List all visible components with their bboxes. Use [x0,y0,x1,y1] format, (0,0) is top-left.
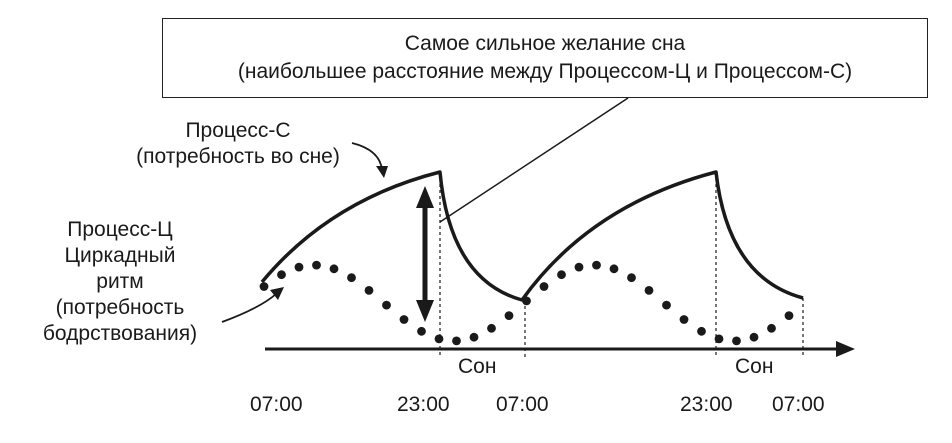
process-c-dot [329,264,339,274]
process-c-dot [609,264,619,274]
process-c-dot [784,311,794,320]
process-c-dot [697,326,706,336]
process-c-dot [662,300,671,310]
process-c-dot [417,326,426,336]
time-label: 23:00 [397,393,450,416]
time-label: 07:00 [250,393,303,416]
time-label: 23:00 [680,393,733,416]
process-c-line-5: бодрствования) [42,322,198,345]
sleep-label: Сон [458,355,497,378]
process-c-line-2: Циркадный [64,244,176,267]
process-c-dot [679,315,689,324]
process-c-dot [539,282,549,291]
process-c-dot [767,323,776,333]
process-c-dot [364,286,374,295]
process-c-dot [749,332,759,342]
process-c-dot [714,334,724,344]
process-s-title: Процесс-С [185,119,291,142]
process-c-dot [522,296,531,306]
process-c-dot [504,311,514,320]
process-s-subtitle: (потребность во сне) [136,145,340,169]
process-s-curve [260,170,804,302]
callout-box: Самое сильное желание сна (наибольшее ра… [162,18,928,98]
time-axis-arrowhead [836,341,855,357]
process-c-dot [277,270,286,280]
process-c-line-4: (потребность [55,296,185,319]
sleep-label: Сон [735,355,774,378]
process-c-dot [487,323,496,333]
gap-arrow-top-head [416,186,434,208]
process-c-dot [574,262,584,272]
time-label: 07:00 [772,393,825,416]
process-c-label: Процесс-Ц Циркадный ритм (потребность бо… [20,217,220,347]
callout-pointer-line [439,97,629,223]
process-s-pointer-head [376,166,388,178]
process-c-dot [347,273,356,283]
process-c-dotted-curve [259,260,794,346]
process-c-line-3: ритм [96,270,144,293]
process-c-dot [259,282,269,291]
process-c-dot [312,260,321,270]
process-c-dot [627,273,636,283]
process-c-title: Процесс-Ц [67,218,173,241]
process-c-dot [644,286,654,295]
process-c-pointer-head [270,287,284,300]
gap-arrow-bottom-head [416,300,434,322]
process-c-dot [399,315,409,324]
process-c-dot [434,334,444,344]
process-c-dot [452,336,461,346]
process-c-dot [382,300,391,310]
process-c-pointer [221,293,277,323]
time-label: 07:00 [496,393,549,416]
process-s-label: Процесс-С (потребность во сне) [108,118,368,171]
process-c-dot [732,336,741,346]
callout-line-2: (наибольшее расстояние между Процессом-Ц… [237,60,853,83]
process-c-dot [469,332,479,342]
callout-line-1: Самое сильное желание сна [404,32,686,55]
process-c-dot [294,262,304,272]
process-c-dot [557,270,566,280]
process-c-dot [592,260,601,270]
